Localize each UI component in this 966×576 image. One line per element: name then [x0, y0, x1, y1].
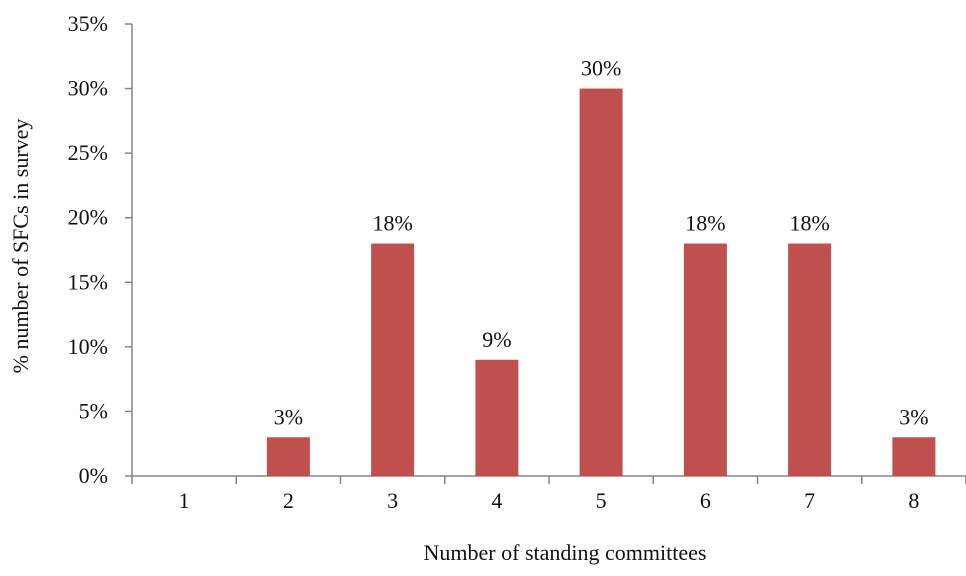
bar [475, 359, 519, 476]
y-tick-label: 35% [68, 11, 108, 36]
x-tick-label: 7 [804, 488, 815, 513]
data-label: 3% [274, 404, 303, 429]
y-tick-label: 10% [68, 334, 108, 359]
bar [683, 243, 727, 476]
data-label: 30% [581, 56, 621, 81]
x-tick-label: 3 [387, 488, 398, 513]
bar [892, 437, 936, 476]
bar [371, 243, 415, 476]
x-tick-label: 2 [283, 488, 294, 513]
axes: 0% 5% 10% 15% 20% 25% 30% 35% 1 2 3 4 5 6 7 8 [68, 11, 966, 513]
x-tick-label: 1 [179, 488, 190, 513]
x-tick-label: 6 [700, 488, 711, 513]
data-labels: 3% 18% 9% 30% 18% 18% 3% [274, 56, 929, 430]
x-axis-title: Number of standing committees [424, 540, 707, 565]
y-axis-title: % number of SFCs in survey [8, 119, 33, 374]
data-label: 18% [789, 211, 829, 236]
bar [579, 88, 623, 477]
data-label: 9% [482, 327, 511, 352]
y-tick-label: 20% [68, 205, 108, 230]
x-tick-label: 4 [491, 488, 502, 513]
bar [788, 243, 832, 476]
bar [266, 437, 310, 476]
y-tick-label: 5% [79, 398, 108, 423]
data-label: 3% [899, 404, 928, 429]
y-tick-label: 25% [68, 140, 108, 165]
y-tick-label: 15% [68, 269, 108, 294]
y-tick-label: 30% [68, 76, 108, 101]
data-label: 18% [372, 211, 412, 236]
x-tick-label: 8 [908, 488, 919, 513]
x-tick-label: 5 [596, 488, 607, 513]
bars [266, 88, 936, 477]
data-label: 18% [685, 211, 725, 236]
y-tick-label: 0% [79, 463, 108, 488]
